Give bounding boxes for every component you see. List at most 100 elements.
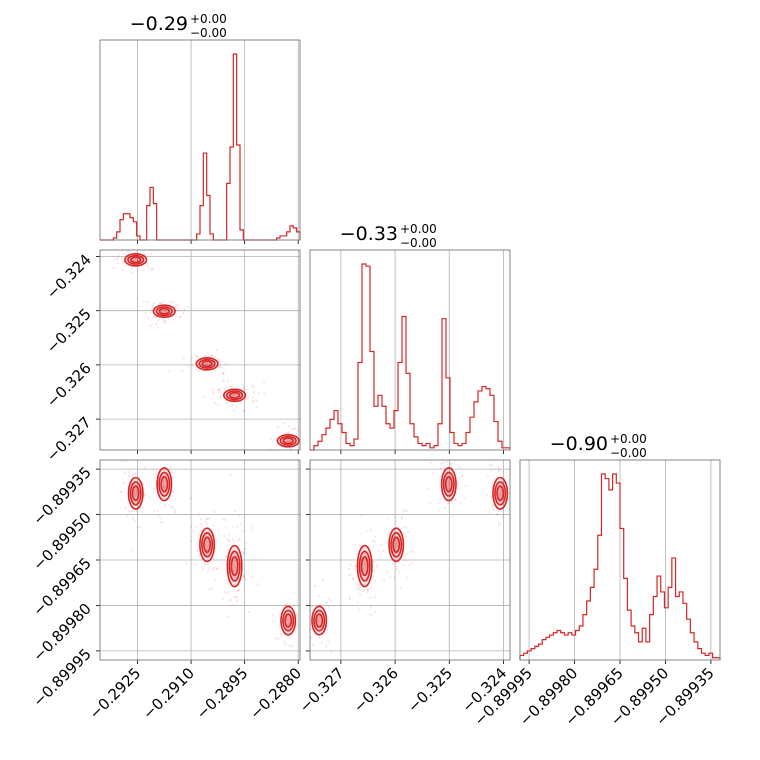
sample-point	[243, 409, 246, 412]
sample-point	[170, 453, 172, 455]
sample-point	[151, 315, 154, 318]
sample-point	[163, 300, 166, 303]
sample-point	[235, 601, 238, 604]
sample-point	[251, 400, 254, 404]
sample-point	[492, 504, 495, 507]
sample-point	[221, 372, 224, 375]
sample-point	[386, 517, 389, 520]
sample-point	[440, 462, 443, 465]
sample-point	[158, 302, 161, 305]
sample-point	[154, 473, 157, 476]
sample-point	[222, 380, 225, 383]
sample-point	[284, 643, 287, 646]
density-contour	[131, 485, 140, 502]
sample-point	[377, 550, 380, 553]
sample-point	[354, 568, 357, 571]
sample-point	[164, 319, 167, 322]
sample-point	[170, 506, 173, 509]
sample-point	[222, 597, 225, 601]
x-tick-label: −0.325	[404, 664, 456, 716]
sample-point	[428, 502, 431, 505]
sample-point	[159, 302, 162, 305]
sample-point	[209, 362, 212, 365]
sample-point	[235, 405, 238, 408]
panel-scatter-p2-p3: −0.327 −0.326 −0.325 −0.324	[296, 453, 511, 716]
density-layer	[119, 453, 300, 648]
sample-point	[502, 515, 505, 518]
sample-point	[257, 391, 260, 394]
sample-point	[500, 490, 503, 493]
sample-point	[436, 453, 438, 455]
sample-point	[356, 584, 359, 587]
sample-point	[442, 461, 445, 464]
sample-point	[287, 624, 290, 627]
sample-point	[406, 576, 409, 579]
sample-point	[171, 301, 175, 304]
sample-point	[192, 530, 195, 533]
sample-point	[202, 568, 205, 571]
sample-point	[460, 475, 464, 478]
sample-point	[215, 538, 218, 541]
sample-point	[394, 520, 397, 523]
sample-point	[199, 523, 202, 526]
sample-point	[500, 492, 503, 495]
sample-point	[491, 503, 495, 506]
sample-point	[290, 645, 293, 648]
sample-point	[231, 385, 234, 388]
sample-point	[117, 256, 120, 259]
sample-point	[217, 529, 220, 532]
sample-point	[174, 455, 176, 457]
sample-point	[134, 483, 137, 486]
sample-point	[380, 543, 383, 546]
sample-point	[186, 306, 189, 309]
sample-point	[211, 568, 214, 572]
sample-point	[394, 516, 397, 519]
sample-point	[142, 483, 145, 486]
sample-point	[205, 363, 208, 366]
sample-point	[268, 448, 271, 450]
sample-point	[206, 552, 209, 555]
sample-point	[135, 510, 138, 513]
sample-point	[212, 567, 216, 570]
sample-point	[288, 644, 291, 648]
sample-point	[356, 601, 359, 604]
sample-point	[239, 523, 242, 526]
sample-point	[229, 384, 232, 387]
sample-point	[191, 364, 194, 367]
sample-point	[367, 588, 370, 592]
sample-point	[117, 253, 120, 256]
sample-point	[233, 394, 236, 397]
sample-point	[226, 592, 229, 595]
sample-point	[287, 431, 291, 434]
sample-point	[404, 525, 407, 529]
sample-point	[408, 563, 411, 567]
sample-point	[352, 578, 355, 581]
sample-point	[290, 428, 293, 431]
panel-frame	[519, 459, 721, 661]
density-layer	[112, 250, 307, 450]
sample-point	[142, 506, 145, 509]
sample-point	[231, 581, 234, 584]
sample-point	[305, 441, 307, 443]
sample-point	[150, 253, 153, 256]
sample-point	[398, 562, 401, 565]
sample-point	[143, 493, 146, 496]
sample-point	[227, 539, 230, 542]
sample-point	[236, 596, 239, 599]
sample-point	[498, 469, 501, 472]
sample-point	[204, 361, 207, 365]
sample-point	[223, 556, 226, 559]
sample-point	[287, 622, 290, 626]
sample-point	[371, 575, 374, 579]
sample-point	[294, 427, 297, 431]
sample-point	[175, 309, 179, 312]
sample-point	[155, 316, 158, 319]
sample-point	[245, 541, 248, 544]
sample-point	[354, 564, 357, 568]
sample-point	[242, 552, 246, 555]
sample-point	[231, 404, 234, 407]
sample-point	[225, 401, 228, 404]
sample-point	[459, 501, 462, 504]
sample-point	[209, 516, 212, 519]
